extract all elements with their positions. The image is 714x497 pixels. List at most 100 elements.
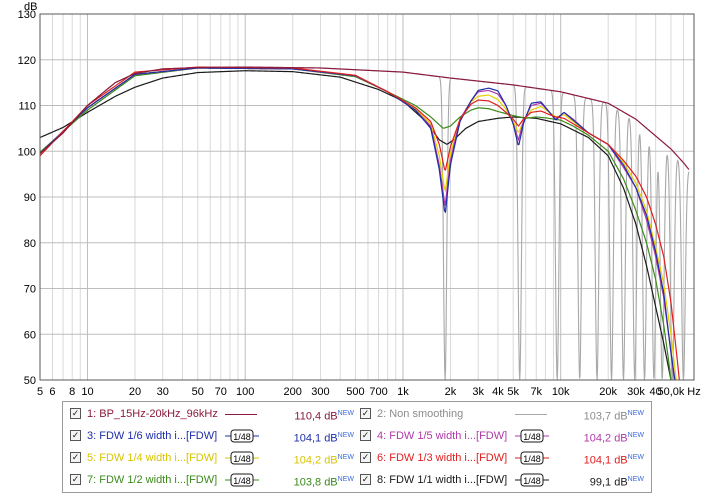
new-badge: NEW (627, 454, 644, 461)
legend-item-4[interactable]: ✓ 4: FDW 1/5 width i...[FDW] 1/48 104,2 dBN… (360, 427, 650, 445)
x-tick-label: 30 (157, 386, 169, 398)
y-tick-label: 50 (24, 375, 36, 387)
smoothing-badge-icon[interactable]: 1/48 (515, 451, 549, 465)
legend-value-text: 104,1 dB (583, 454, 628, 467)
x-tick-label: 5 (37, 386, 43, 398)
legend-item-5[interactable]: ✓ 5: FDW 1/4 width i...[FDW] 1/48 104,2 dBN… (70, 449, 360, 467)
smoothing-label: 1/48 (523, 454, 541, 464)
x-tick-label: 700 (369, 386, 387, 398)
legend-item-7[interactable]: ✓ 7: FDW 1/2 width i...[FDW] 1/48 103,8 dBN… (70, 471, 360, 489)
legend-checkbox[interactable]: ✓ (360, 474, 371, 485)
legend-checkbox[interactable]: ✓ (360, 408, 371, 419)
new-badge: NEW (627, 410, 644, 417)
new-badge: NEW (337, 432, 354, 439)
legend-value-text: 104,2 dB (583, 432, 628, 445)
legend-label: 2: Non smoothing (377, 408, 464, 420)
x-tick-label: 500 (346, 386, 364, 398)
legend-value: 104,2 dBNEW (294, 449, 354, 470)
x-tick-label: Hz (687, 386, 700, 398)
series-line-1 (39, 66, 690, 170)
x-tick-label: 300 (311, 386, 329, 398)
legend-item-2[interactable]: ✓ 2: Non smoothing 103,7 dBNEW (360, 405, 650, 423)
x-tick-label: 2k (445, 386, 457, 398)
x-tick-label: 20 (129, 386, 141, 398)
legend-value-text: 103,7 dB (583, 410, 628, 423)
legend-value: 103,7 dBNEW (584, 405, 644, 426)
legend-label: 8: FDW 1/1 width i...[FDW] (377, 474, 508, 486)
smoothing-badge-icon[interactable]: 1/48 (225, 451, 259, 465)
smoothing-label: 1/48 (233, 476, 251, 486)
legend-label: 5: FDW 1/4 width i...[FDW] (87, 452, 218, 464)
new-badge: NEW (627, 432, 644, 439)
legend-item-8[interactable]: ✓ 8: FDW 1/1 width i...[FDW] 1/48 99,1 dBNE… (360, 471, 650, 489)
y-tick-label: 70 (24, 284, 36, 296)
series-line-8 (39, 70, 672, 381)
legend-label: 6: FDW 1/3 width i...[FDW] (377, 452, 508, 464)
legend-checkbox[interactable]: ✓ (70, 408, 81, 419)
smoothing-label: 1/48 (523, 432, 541, 442)
x-tick-label: 70 (215, 386, 227, 398)
legend-checkbox[interactable]: ✓ (360, 430, 371, 441)
legend-value-text: 99,1 dB (589, 476, 628, 489)
x-tick-label: 100 (236, 386, 254, 398)
series-line-7 (39, 67, 672, 381)
legend-label: 7: FDW 1/2 width i...[FDW] (87, 474, 218, 486)
new-badge: NEW (337, 476, 354, 483)
x-tick-label: 30k (627, 386, 645, 398)
y-tick-label: 110 (18, 101, 36, 113)
legend-label: 3: FDW 1/6 width i...[FDW] (87, 430, 218, 442)
legend-value-text: 103,8 dB (293, 476, 338, 489)
smoothing-badge-icon[interactable]: 1/48 (225, 473, 259, 487)
smoothing-badge-icon[interactable]: 1/48 (515, 473, 549, 487)
x-tick-label: 5k (507, 386, 519, 398)
y-tick-label: 90 (24, 192, 36, 204)
x-tick-label: 8 (69, 386, 75, 398)
x-tick-label: 200 (284, 386, 302, 398)
new-badge: NEW (337, 410, 354, 417)
y-axis-unit-label: dB (24, 1, 37, 13)
x-tick-label: 40 (650, 386, 662, 398)
legend-item-3[interactable]: ✓ 3: FDW 1/6 width i...[FDW] 1/48 104,1 dBN… (70, 427, 360, 445)
legend-panel: ✓ 1: BP_15Hz-20kHz_96kHz 110,4 dBNEW ✓ 2: No… (62, 401, 652, 493)
x-tick-label: 6 (49, 386, 55, 398)
legend-checkbox[interactable]: ✓ (70, 474, 81, 485)
new-badge: NEW (337, 454, 354, 461)
legend-value-text: 104,1 dB (293, 432, 338, 445)
x-tick-label: 10 (81, 386, 93, 398)
legend-value: 110,4 dBNEW (294, 405, 354, 426)
smoothing-label: 1/48 (233, 454, 251, 464)
legend-item-6[interactable]: ✓ 6: FDW 1/3 width i...[FDW] 1/48 104,1 dBN… (360, 449, 650, 467)
x-tick-label: 1k (397, 386, 409, 398)
legend-value: 103,8 dBNEW (294, 471, 354, 492)
legend-value: 104,1 dBNEW (294, 427, 354, 448)
legend-checkbox[interactable]: ✓ (360, 452, 371, 463)
legend-value: 104,1 dBNEW (584, 449, 644, 470)
y-tick-label: 130 (18, 9, 36, 21)
x-tick-label: 50 (192, 386, 204, 398)
axis-labels: 50 60 70 80 90 100 110 120 130 5 6 8 10 20 30 50 70 100 20… (18, 9, 701, 398)
x-tick-label: 20k (599, 386, 617, 398)
legend-swatch (225, 414, 257, 415)
plot-curves (39, 66, 690, 381)
x-tick-label: 3k (472, 386, 484, 398)
y-tick-label: 80 (24, 238, 36, 250)
legend-swatch (515, 414, 547, 415)
x-tick-label: 4k (492, 386, 504, 398)
legend-value-text: 110,4 dB (294, 410, 338, 423)
x-tick-label: 50,0k (657, 386, 684, 398)
y-tick-label: 60 (24, 329, 36, 341)
smoothing-label: 1/48 (523, 476, 541, 486)
x-tick-label: 10k (552, 386, 570, 398)
legend-checkbox[interactable]: ✓ (70, 430, 81, 441)
legend-value: 99,1 dBNEW (590, 471, 644, 492)
smoothing-label: 1/48 (233, 432, 251, 442)
smoothing-badge-icon[interactable]: 1/48 (225, 429, 259, 443)
legend-label: 4: FDW 1/5 width i...[FDW] (377, 430, 508, 442)
legend-label: 1: BP_15Hz-20kHz_96kHz (87, 408, 218, 420)
smoothing-badge-icon[interactable]: 1/48 (515, 429, 549, 443)
x-tick-label: 7k (530, 386, 542, 398)
frequency-response-chart: 50 60 70 80 90 100 110 120 130 5 6 8 10 20 30 50 70 100 20… (18, 1, 701, 398)
y-tick-label: 120 (18, 55, 36, 67)
legend-checkbox[interactable]: ✓ (70, 452, 81, 463)
legend-item-1[interactable]: ✓ 1: BP_15Hz-20kHz_96kHz 110,4 dBNEW (70, 405, 360, 423)
